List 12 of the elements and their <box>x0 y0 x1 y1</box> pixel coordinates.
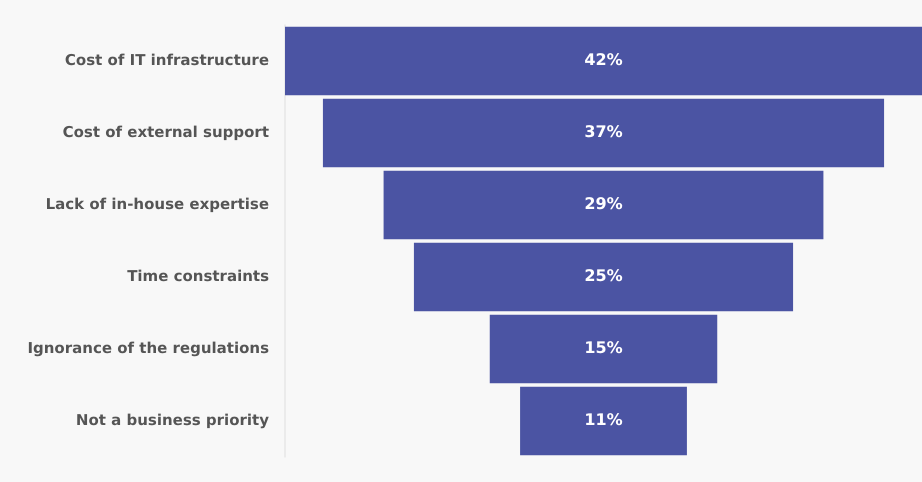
data-label: 29% <box>584 194 623 214</box>
category-label: Ignorance of the regulations <box>27 338 270 357</box>
data-label: 42% <box>584 50 623 70</box>
data-label: 25% <box>584 266 623 286</box>
data-label: 15% <box>584 338 623 358</box>
category-label: Cost of IT infrastructure <box>64 50 269 69</box>
data-label: 11% <box>584 410 623 430</box>
category-label: Cost of external support <box>62 122 269 141</box>
category-label: Lack of in-house expertise <box>46 194 269 213</box>
data-label: 37% <box>584 122 623 142</box>
category-label: Not a business priority <box>76 410 270 429</box>
category-label: Time constraints <box>127 266 270 285</box>
